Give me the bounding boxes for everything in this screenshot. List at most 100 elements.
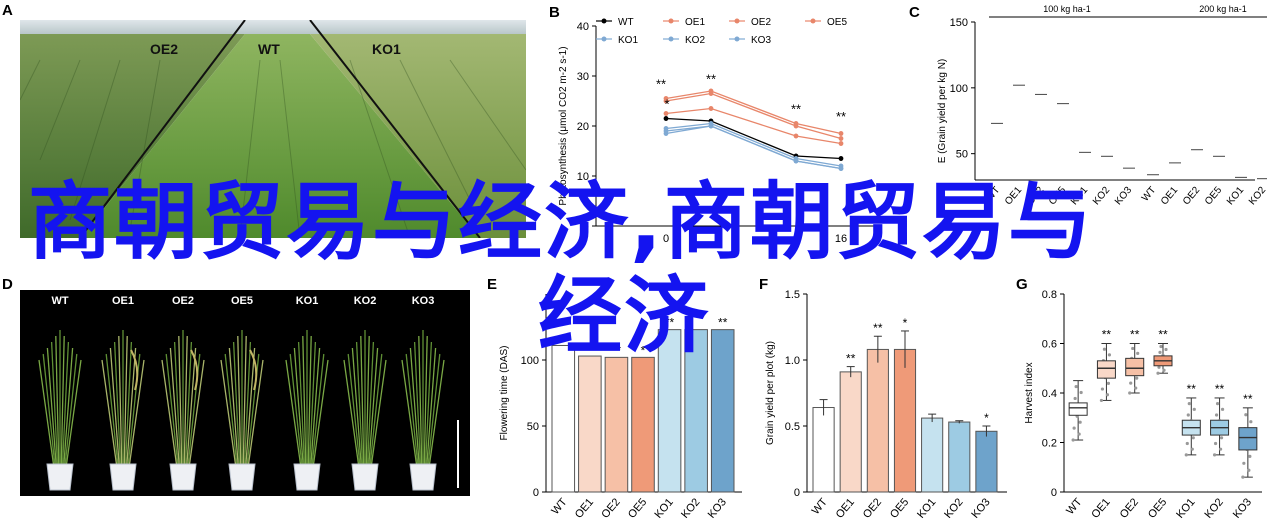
x-tick-label: OE2 — [1181, 185, 1203, 208]
x-tick-label: KO3 — [1113, 185, 1135, 208]
plant-label-ko2: KO2 — [354, 295, 377, 307]
plant-stem — [351, 347, 363, 469]
plant-stem — [309, 347, 321, 469]
y-tick-label: 1.5 — [785, 289, 800, 301]
scatter-point — [1073, 396, 1077, 401]
x-tick-label: KO3 — [969, 496, 992, 521]
panicle — [249, 349, 258, 391]
significance-label: * — [903, 316, 908, 330]
y-tick-label: 50 — [527, 421, 539, 433]
group-label: 100 kg ha-1 — [1043, 4, 1091, 14]
plant-stem — [425, 347, 437, 469]
scatter-point — [1186, 413, 1190, 417]
legend-label: KO1 — [618, 35, 638, 46]
x-tick-label: WT — [810, 496, 830, 517]
scatter-point — [1244, 413, 1248, 417]
plant-stem — [178, 335, 183, 469]
plant-stem — [60, 335, 65, 469]
significance-label: ** — [1130, 328, 1140, 342]
y-tick-label: 0 — [533, 487, 539, 499]
significance-label: ** — [1158, 328, 1168, 342]
nue-box-chart: 50 100 150 E (Grain yield per kg N) 100 kg h… — [937, 0, 1267, 208]
significance-label: ** — [665, 316, 675, 330]
scatter-point — [1219, 436, 1224, 440]
series-line-oe2 — [665, 90, 842, 135]
scatter-point — [1079, 390, 1083, 395]
significance-label: * — [1061, 0, 1066, 3]
scatter-point — [1128, 391, 1132, 395]
x-tick-label: KO2 — [679, 496, 702, 521]
significance-label: ** — [846, 352, 856, 366]
plant-stem — [366, 341, 375, 469]
scatter-point — [1191, 436, 1195, 440]
x-tick-label: OE1 — [834, 496, 857, 521]
plant-stem — [165, 353, 179, 469]
significance-label: ** — [1243, 392, 1253, 406]
significance-label: * — [664, 97, 669, 112]
panel-letter-d: D — [2, 276, 13, 293]
plant-stem — [50, 341, 59, 469]
plant-stem — [369, 353, 383, 469]
group-label: 200 kg ha-1 — [1199, 4, 1247, 14]
significance-label: ** — [791, 102, 801, 117]
data-point — [708, 91, 714, 96]
data-point — [663, 111, 669, 116]
x-tick-label: OE5 — [1047, 185, 1069, 208]
significance-label: ** — [1187, 382, 1197, 396]
scatter-point — [1212, 453, 1217, 457]
plant-stem — [367, 347, 379, 469]
series-line-ko3 — [665, 125, 842, 170]
y-tick-label: 40 — [577, 21, 589, 33]
plant-stem — [418, 335, 423, 469]
plant-stem — [64, 353, 78, 469]
scatter-point — [1220, 407, 1225, 411]
plant-stem — [428, 359, 445, 469]
scatter-point — [1078, 420, 1082, 424]
harvest-index-box-chart: 0 0.2 0.4 0.6 0.8 Harvest index WT ** OE1 ** OE2 **… — [1024, 289, 1262, 521]
data-point — [838, 156, 844, 161]
scatter-point — [1218, 447, 1223, 451]
panel-letter-b: B — [549, 4, 560, 21]
x-tick-label: 16 — [835, 233, 847, 245]
plant-stem — [183, 335, 188, 469]
plant-pot — [228, 463, 256, 491]
scatter-point — [1184, 453, 1188, 457]
significance-label: * — [1017, 0, 1022, 3]
plant-stem — [247, 359, 264, 469]
scatter-point — [1071, 438, 1075, 442]
box-ko3 — [1238, 427, 1258, 451]
bar-wt — [812, 407, 835, 493]
plant-pot — [109, 463, 137, 491]
data-point — [663, 98, 669, 104]
box-wt — [1068, 402, 1088, 416]
x-tick-label: WT — [984, 185, 1002, 204]
panel-letter-e: E — [487, 276, 498, 293]
plant-stem — [185, 347, 197, 469]
data-point — [838, 141, 844, 146]
data-point — [838, 136, 844, 141]
plant-label-oe5: OE5 — [231, 295, 253, 307]
significance-label: ** — [1102, 328, 1112, 342]
x-tick-label: KO1 — [1069, 185, 1091, 208]
plant-ko3 — [401, 330, 445, 491]
bar-oe5 — [893, 348, 917, 493]
y-tick-label: 0.5 — [785, 421, 800, 433]
x-tick-label: OE2 — [599, 496, 622, 521]
plant-stem — [61, 341, 70, 469]
legend-marker — [810, 18, 816, 24]
plant-stem — [413, 341, 422, 469]
plant-pot — [169, 463, 197, 491]
plot-label-ko1: KO1 — [372, 41, 401, 57]
flowering-time-bar-chart: 0 50 100 Flowering time (DAS) WT ** OE1 ** OE2 * O… — [499, 294, 742, 521]
scatter-point — [1162, 368, 1166, 372]
plant-label-wt: WT — [51, 295, 68, 307]
legend-label: OE1 — [685, 17, 705, 28]
plant-stem — [423, 335, 428, 469]
plant-pot — [409, 463, 437, 491]
plant-pot — [46, 463, 74, 491]
y-axis-label: E (Grain yield per kg N) — [937, 59, 948, 163]
series-line-oe1 — [665, 107, 842, 145]
x-tick-label: WT — [1064, 496, 1084, 517]
y-tick-label: 0 — [794, 487, 800, 499]
bar-ko3 — [975, 430, 998, 493]
